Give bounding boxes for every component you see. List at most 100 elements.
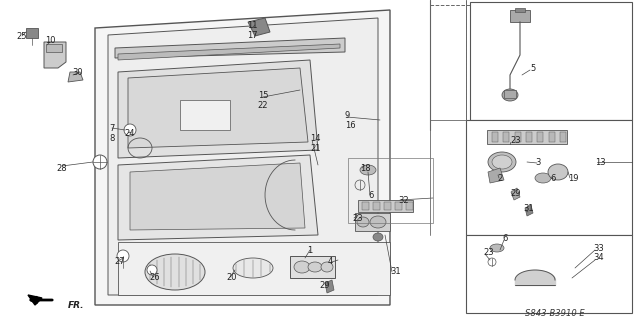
Ellipse shape xyxy=(124,124,136,136)
Polygon shape xyxy=(118,242,390,295)
Ellipse shape xyxy=(93,155,107,169)
Text: 14: 14 xyxy=(310,133,320,142)
Text: 23: 23 xyxy=(510,135,520,145)
Text: 34: 34 xyxy=(593,253,604,262)
Ellipse shape xyxy=(360,165,376,175)
Ellipse shape xyxy=(145,254,205,290)
Bar xyxy=(466,120,632,235)
Text: 2: 2 xyxy=(497,173,502,182)
Bar xyxy=(487,130,567,144)
Bar xyxy=(290,256,335,278)
Ellipse shape xyxy=(117,250,129,262)
Text: 23: 23 xyxy=(483,247,494,257)
Polygon shape xyxy=(511,188,520,200)
Text: 6: 6 xyxy=(368,190,373,199)
Ellipse shape xyxy=(502,89,518,101)
Text: 29: 29 xyxy=(510,188,520,197)
Bar xyxy=(355,213,390,231)
Bar xyxy=(373,202,380,210)
Polygon shape xyxy=(68,72,83,82)
Bar xyxy=(526,132,532,142)
Text: 11: 11 xyxy=(247,20,257,29)
Ellipse shape xyxy=(548,164,568,180)
Ellipse shape xyxy=(373,233,383,241)
Ellipse shape xyxy=(147,265,157,275)
Text: 19: 19 xyxy=(568,173,578,182)
Ellipse shape xyxy=(308,262,322,272)
Text: 24: 24 xyxy=(125,129,135,138)
Ellipse shape xyxy=(357,217,369,227)
Polygon shape xyxy=(488,168,504,183)
Polygon shape xyxy=(510,10,530,22)
Text: 6: 6 xyxy=(502,234,508,243)
Text: 15: 15 xyxy=(258,91,268,100)
Text: 17: 17 xyxy=(247,30,257,39)
Bar xyxy=(362,202,369,210)
Bar xyxy=(515,132,520,142)
Bar xyxy=(466,235,632,313)
Polygon shape xyxy=(130,163,305,230)
Polygon shape xyxy=(118,44,340,60)
Text: 13: 13 xyxy=(595,157,606,166)
Ellipse shape xyxy=(294,261,310,273)
Bar xyxy=(503,132,510,142)
Ellipse shape xyxy=(321,262,333,272)
Text: 28: 28 xyxy=(57,164,68,172)
Bar xyxy=(180,100,230,130)
Bar xyxy=(515,8,525,12)
Bar xyxy=(492,132,498,142)
Ellipse shape xyxy=(488,152,516,172)
Polygon shape xyxy=(115,38,345,58)
Text: 22: 22 xyxy=(258,100,268,109)
Polygon shape xyxy=(28,295,42,305)
Text: 26: 26 xyxy=(150,274,161,283)
Polygon shape xyxy=(108,18,378,295)
Bar xyxy=(384,202,391,210)
Text: 7: 7 xyxy=(110,124,115,132)
Bar xyxy=(560,132,566,142)
Bar xyxy=(538,132,543,142)
Ellipse shape xyxy=(492,155,512,169)
Text: 33: 33 xyxy=(593,244,604,252)
Bar xyxy=(348,158,433,223)
Polygon shape xyxy=(525,205,533,216)
Text: S843-B3910 E: S843-B3910 E xyxy=(525,308,585,317)
Polygon shape xyxy=(44,42,66,68)
Polygon shape xyxy=(128,68,308,148)
Text: 4: 4 xyxy=(327,258,333,267)
Polygon shape xyxy=(118,60,318,158)
Bar xyxy=(395,202,402,210)
Polygon shape xyxy=(95,10,390,305)
Text: 31: 31 xyxy=(390,268,401,276)
Text: 25: 25 xyxy=(17,31,27,41)
Bar xyxy=(26,28,38,38)
Ellipse shape xyxy=(233,258,273,278)
Ellipse shape xyxy=(370,216,386,228)
Text: 18: 18 xyxy=(360,164,371,172)
Ellipse shape xyxy=(535,173,551,183)
Text: 10: 10 xyxy=(45,36,55,44)
Bar xyxy=(470,2,632,120)
Text: FR.: FR. xyxy=(68,300,85,309)
Text: 16: 16 xyxy=(345,121,355,130)
Text: 5: 5 xyxy=(530,63,535,73)
Text: 20: 20 xyxy=(227,274,237,283)
Bar xyxy=(406,202,413,210)
Text: 27: 27 xyxy=(115,258,125,267)
Text: 6: 6 xyxy=(550,173,555,182)
Polygon shape xyxy=(248,18,270,36)
Text: 8: 8 xyxy=(110,133,115,142)
Text: 32: 32 xyxy=(398,196,408,204)
Bar xyxy=(504,90,516,98)
Text: 29: 29 xyxy=(320,281,330,290)
Bar xyxy=(46,44,62,52)
Text: 21: 21 xyxy=(310,143,320,153)
Text: 31: 31 xyxy=(523,204,534,212)
Polygon shape xyxy=(118,155,318,240)
Text: 3: 3 xyxy=(535,157,540,166)
Text: 23: 23 xyxy=(352,213,362,222)
Text: 1: 1 xyxy=(308,245,313,254)
Ellipse shape xyxy=(490,244,504,252)
Text: 30: 30 xyxy=(73,68,83,76)
Text: 9: 9 xyxy=(345,110,350,119)
